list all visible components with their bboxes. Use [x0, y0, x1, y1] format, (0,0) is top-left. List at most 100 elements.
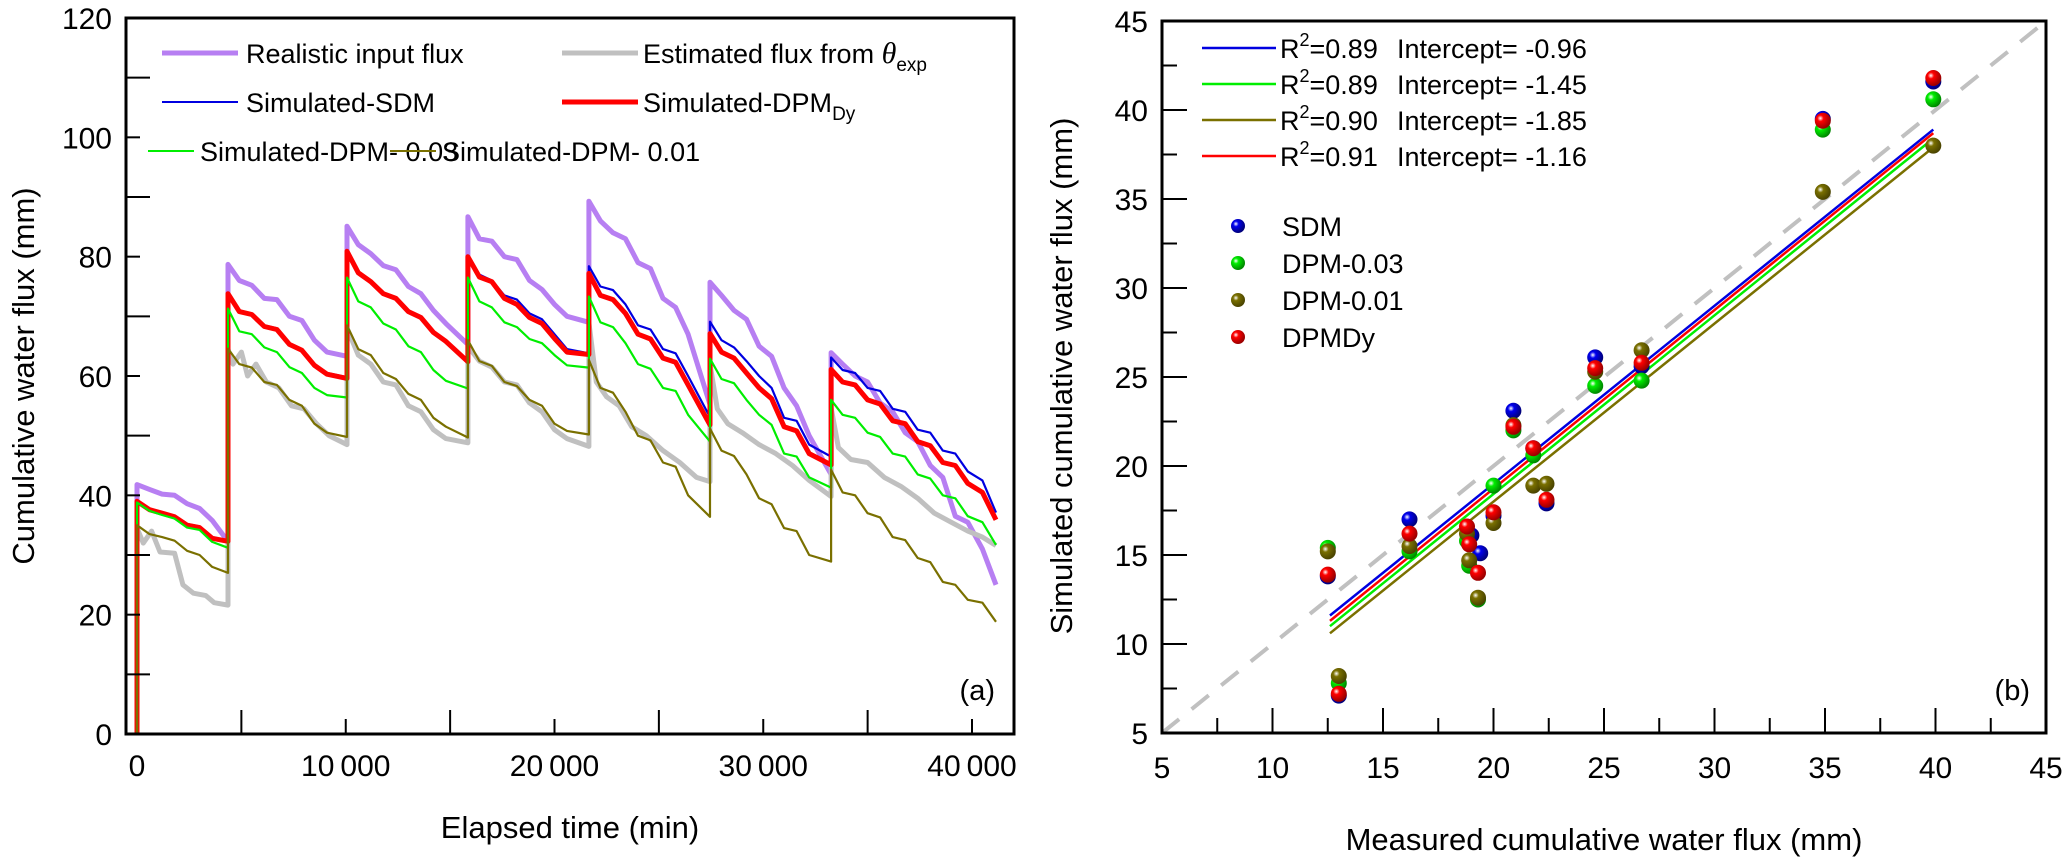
x-axis-title-a: Elapsed time (min)	[441, 810, 699, 845]
series-line-realistic-input-flux	[134, 198, 999, 734]
scatter-point-dpm-0-03	[1485, 477, 1502, 494]
x-tick-label: 15	[1366, 752, 1399, 785]
panel-a: 0 20 40 60 80 100 120 0 10 000 20 000 30 000 40 000…	[6, 3, 1017, 845]
fit-line	[1329, 132, 1935, 622]
x-tick-label: 30 000	[719, 750, 808, 783]
legend-marker	[1231, 219, 1245, 233]
x-tick-label: 45	[2029, 752, 2062, 785]
scatter-point-dpmdy	[1459, 518, 1475, 535]
r2-symbol: R	[1280, 142, 1300, 172]
legend-fit-item: R2=0.89 Intercept= -0.96	[1202, 30, 1587, 64]
x-tick-label: 30	[1698, 752, 1731, 785]
y-tick-label: 100	[62, 122, 112, 155]
series-line-simulated-sdm	[135, 249, 998, 734]
scatter-point-dpm-0-01	[1633, 342, 1650, 359]
legend-fit-item: R2=0.91 Intercept= -1.16	[1202, 138, 1587, 172]
scatter-point-dpmdy	[1538, 491, 1555, 508]
legend-label-main: Estimated flux from	[643, 39, 882, 69]
scatter-point-dpmdy	[1633, 354, 1650, 371]
scatter-point-dpm-0-01	[1814, 183, 1831, 200]
intercept-text: Intercept= -1.16	[1397, 142, 1587, 172]
scatter-point-dpmdy	[1505, 418, 1522, 435]
scatter-point-dpmdy	[1461, 536, 1478, 553]
legend-label: Simulated-DPMDy	[643, 88, 856, 125]
y-tick-label: 35	[1115, 184, 1148, 217]
y-tick-label: 20	[1115, 451, 1148, 484]
x-tick-label: 35	[1808, 752, 1841, 785]
legend-fit-label: R2=0.89 Intercept= -1.45	[1280, 66, 1587, 100]
r2-value: =0.91	[1310, 142, 1378, 172]
legend-fit-item: R2=0.90 Intercept= -1.85	[1202, 102, 1587, 136]
legend-point-item: SDM	[1231, 212, 1342, 242]
legend-fit-label: R2=0.91 Intercept= -1.16	[1280, 138, 1587, 172]
legend-marker	[1231, 330, 1245, 344]
legend-scatter: SDM DPM-0.03 DPM-0.01 DPMDy	[1231, 212, 1404, 353]
series-line-simulated-dpm-0-01	[135, 324, 997, 734]
y-tick-label: 10	[1115, 629, 1148, 662]
scatter-point-dpmdy	[1485, 504, 1502, 521]
scatter-point-dpm-0-01	[1525, 477, 1542, 494]
r2-symbol: R	[1280, 70, 1300, 100]
panel-label-a: (a)	[960, 675, 995, 707]
r2-superscript: 2	[1300, 66, 1310, 86]
legend-label: Simulated-DPM- 0.01	[442, 137, 700, 167]
x-axis-title-b: Measured cumulative water flux (mm)	[1346, 822, 1863, 857]
legend-point-item: DPM-0.01	[1231, 286, 1404, 316]
scatter-point-sdm	[1505, 402, 1522, 419]
r2-superscript: 2	[1300, 30, 1310, 50]
fit-line	[1329, 146, 1935, 635]
x-tick-label: 20	[1477, 752, 1510, 785]
legend-item-dpm-001: Simulated-DPM- 0.01	[390, 137, 700, 167]
y-tick-label: 40	[79, 480, 112, 513]
scatter-point-dpmdy	[1587, 360, 1604, 377]
r2-superscript: 2	[1300, 138, 1310, 158]
legend-label-sub: Dy	[832, 104, 856, 125]
r2-symbol: R	[1280, 106, 1300, 136]
scatter-point-dpmdy	[1525, 440, 1542, 457]
plot-area-b	[1162, 21, 2046, 733]
series-line-simulated-dpm-0-03	[135, 276, 997, 734]
y-tick-label: 25	[1115, 362, 1148, 395]
scatter-point-dpm-0-01	[1461, 552, 1478, 569]
scatter-point-dpm-0-01	[1330, 668, 1347, 684]
legend-fit-item: R2=0.89 Intercept= -1.45	[1202, 66, 1587, 100]
x-tick-label: 25	[1587, 752, 1620, 785]
legend-marker	[1231, 293, 1245, 307]
x-tick-label: 40	[1919, 752, 1952, 785]
legend-label: SDM	[1282, 212, 1342, 242]
legend-point-item: DPM-0.03	[1231, 249, 1404, 279]
axis-ticks-a: 0 20 40 60 80 100 120 0 10 000 20 000 30 000 40 000	[62, 3, 1017, 783]
legend-label: DPMDy	[1282, 323, 1375, 353]
y-tick-label: 60	[79, 361, 112, 394]
x-tick-label: 10	[1256, 752, 1289, 785]
theta-symbol: θ	[882, 37, 897, 70]
legend-a: Realistic input flux Estimated flux from…	[148, 37, 927, 167]
scatter-point-dpm-0-03	[1587, 377, 1604, 394]
y-tick-label: 80	[79, 242, 112, 275]
intercept-text: Intercept= -1.45	[1397, 70, 1587, 100]
x-tick-label: 20 000	[510, 750, 599, 783]
scatter-point-dpm-0-03	[1925, 91, 1942, 108]
legend-marker	[1231, 256, 1245, 270]
series-line-simulated-dpmdy	[134, 248, 999, 734]
scatter-point-dpmdy	[1319, 566, 1336, 583]
scatter-point-dpmdy	[1814, 112, 1831, 129]
scatter-point-dpm-0-01	[1470, 589, 1486, 606]
x-tick-label: 5	[1154, 752, 1171, 785]
scatter-point-dpm-0-01	[1925, 137, 1942, 154]
legend-label: Estimated flux from θexp	[643, 37, 927, 76]
legend-item-sdm: Simulated-SDM	[162, 88, 435, 118]
y-tick-label: 15	[1115, 540, 1148, 573]
legend-item-estimated: Estimated flux from θexp	[562, 37, 927, 76]
scatter-point-dpmdy	[1330, 685, 1347, 702]
legend-item-realistic: Realistic input flux	[162, 39, 464, 69]
legend-label-sub: exp	[896, 55, 927, 76]
y-tick-label: 0	[95, 719, 112, 752]
r2-value: =0.90	[1310, 106, 1378, 136]
scatter-point-sdm	[1401, 511, 1418, 528]
scatter-point-dpmdy	[1470, 564, 1486, 581]
legend-fit-label: R2=0.89 Intercept= -0.96	[1280, 30, 1587, 64]
scatter-point-dpm-0-01	[1401, 538, 1418, 555]
legend-label: DPM-0.01	[1282, 286, 1404, 316]
